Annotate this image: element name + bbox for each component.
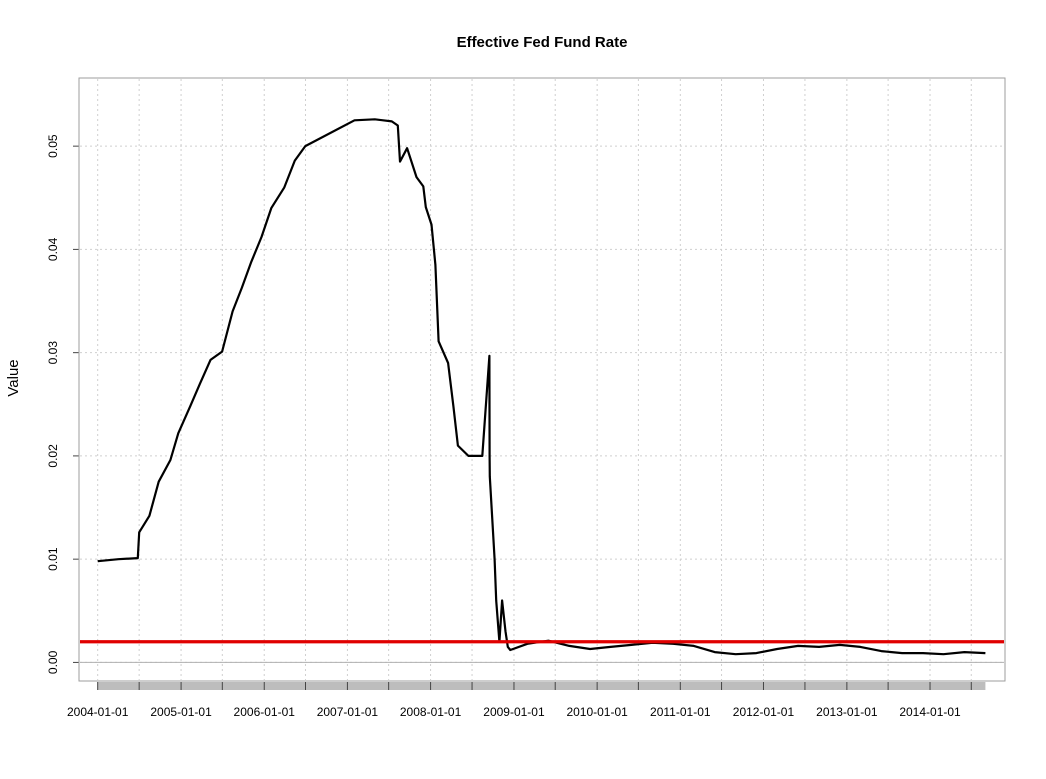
y-axis: 0.00 0.01 0.02 0.03 0.04 0.05 [46, 134, 79, 674]
grid-layer [80, 79, 1004, 680]
y-tick-label: 0.02 [46, 444, 60, 468]
x-tick-label: 2008-01-01 [400, 705, 462, 719]
x-tick-label: 2012-01-01 [733, 705, 795, 719]
series-line [97, 118, 986, 656]
x-tick-label: 2004-01-01 [67, 705, 129, 719]
chart-title: Effective Fed Fund Rate [457, 34, 628, 51]
x-axis-band [97, 682, 986, 690]
x-tick-label: 2007-01-01 [317, 705, 379, 719]
x-tick-label: 2005-01-01 [150, 705, 212, 719]
y-tick-label: 0.05 [46, 134, 60, 158]
y-axis-label: Value [5, 359, 22, 396]
x-tick-label: 2006-01-01 [234, 705, 296, 719]
x-axis: 2004-01-01 2005-01-01 2006-01-01 2007-01-01… [67, 682, 986, 719]
x-tick-label: 2010-01-01 [566, 705, 628, 719]
plot-frame [78, 77, 1006, 682]
x-tick-label: 2011-01-01 [650, 705, 711, 719]
y-tick-label: 0.00 [46, 650, 60, 674]
y-tick-label: 0.04 [46, 237, 60, 261]
x-tick-label: 2009-01-01 [483, 705, 545, 719]
x-tick-label: 2013-01-01 [816, 705, 878, 719]
y-tick-label: 0.01 [46, 547, 60, 571]
y-tick-label: 0.03 [46, 341, 60, 365]
x-tick-label: 2014-01-01 [899, 705, 961, 719]
